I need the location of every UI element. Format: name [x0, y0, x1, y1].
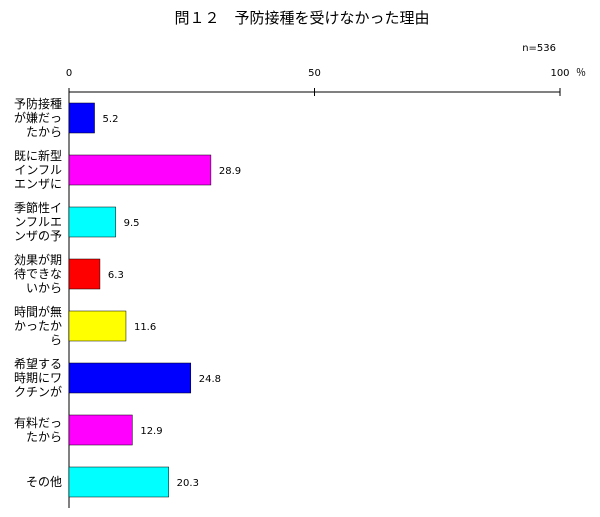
bar: [68, 258, 101, 290]
category-label-line: クチンが: [14, 384, 62, 399]
category-label: 時間が無かったから: [14, 304, 62, 347]
category-label-line: ンフルエ: [14, 215, 62, 229]
axis-unit-label: ％: [576, 68, 586, 79]
chart-title: 問１２ 予防接種を受けなかった理由: [174, 9, 429, 27]
category-label: 有料だったから: [14, 416, 62, 444]
data-label: 20.3: [177, 478, 199, 489]
category-label-line: ンザの予: [14, 229, 62, 243]
data-label: 12.9: [140, 426, 162, 437]
category-label: 予防接種が嫌だったから: [14, 96, 62, 139]
category-label: 季節性インフルエンザの予: [14, 200, 62, 243]
category-label-line: 待できな: [14, 267, 62, 281]
bars: 5.2予防接種が嫌だったから28.9既に新型インフルエンザに9.5季節性インフル…: [14, 96, 241, 498]
category-label-line: が嫌だっ: [14, 110, 62, 125]
data-label: 6.3: [108, 270, 124, 281]
data-label: 5.2: [103, 114, 119, 125]
data-label: 28.9: [219, 166, 241, 177]
data-label: 9.5: [124, 218, 140, 229]
x-tick-label: 100: [550, 68, 569, 79]
category-label-line: 時期にワ: [14, 371, 62, 385]
category-label-line: たから: [26, 430, 62, 444]
bar: [68, 362, 192, 394]
category-label: 希望する時期にワクチンが: [14, 356, 62, 399]
bar: [68, 154, 212, 186]
category-label-line: 既に新型: [14, 148, 62, 163]
axes: 0 50 100: [66, 68, 570, 508]
bar: [68, 206, 116, 238]
x-tick-label: 0: [66, 68, 72, 79]
bar: [68, 102, 95, 134]
sample-size-note: n=536: [522, 43, 556, 54]
category-label-line: 季節性イ: [14, 200, 62, 215]
category-label-line: 希望する: [14, 356, 62, 371]
bar: [68, 466, 169, 498]
category-label-line: かったか: [14, 319, 62, 333]
category-label-line: エンザに: [14, 177, 62, 191]
category-label: その他: [26, 475, 62, 489]
category-label: 既に新型インフルエンザに: [14, 148, 62, 191]
x-tick-label: 50: [308, 68, 321, 79]
data-label: 24.8: [199, 374, 221, 385]
category-label: 効果が期待できないから: [14, 252, 62, 295]
category-label-line: 有料だっ: [14, 416, 62, 430]
category-label-line: たから: [26, 125, 62, 139]
category-label-line: 時間が無: [14, 304, 62, 319]
bar: [68, 310, 127, 342]
bar: [68, 414, 133, 446]
category-label-line: その他: [26, 475, 62, 489]
category-label-line: インフル: [14, 163, 62, 177]
category-label-line: 効果が期: [14, 252, 62, 267]
data-label: 11.6: [134, 322, 156, 333]
category-label-line: いから: [26, 281, 62, 295]
category-label-line: 予防接種: [14, 96, 62, 111]
category-label-line: ら: [50, 333, 62, 347]
